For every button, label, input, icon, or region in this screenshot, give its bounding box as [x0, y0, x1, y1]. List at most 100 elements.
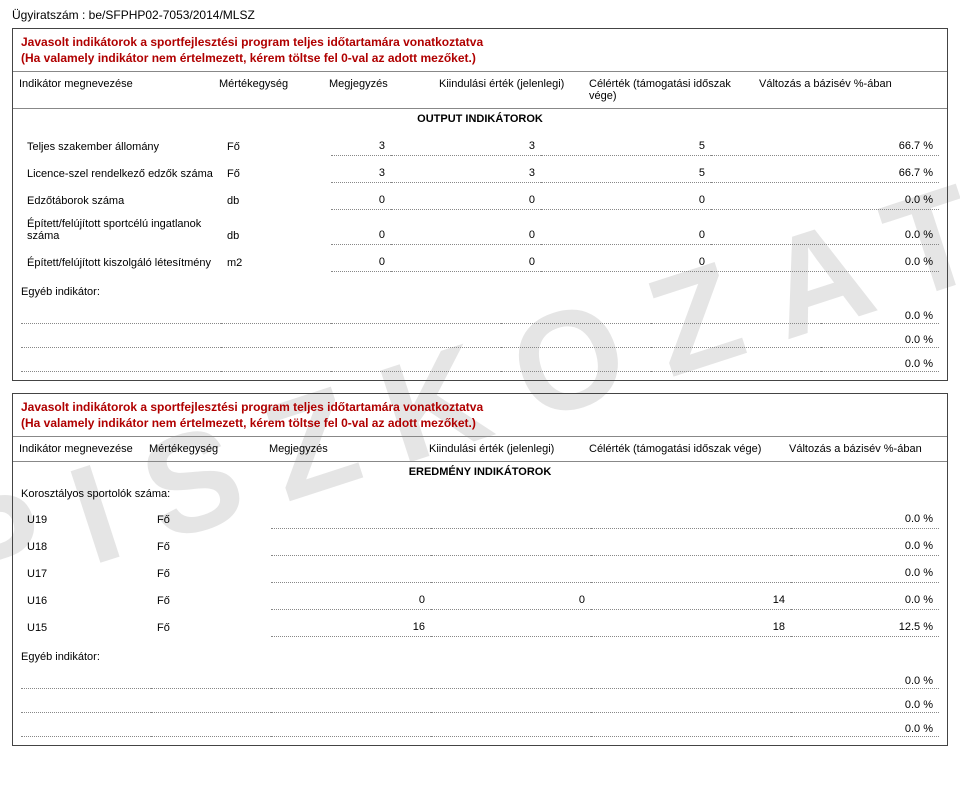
eredmeny-box: Javasolt indikátorok a sportfejlesztési … — [12, 393, 948, 746]
row-change: 0.0 % — [791, 537, 939, 556]
empty-row[interactable]: 0.0 % — [21, 358, 939, 372]
row-target[interactable]: 0 — [541, 191, 711, 210]
empty-row[interactable]: 0.0 % — [21, 723, 939, 737]
row-start[interactable]: 0 — [431, 591, 591, 610]
hdr-start: Kiindulási érték (jelenlegi) — [433, 72, 583, 108]
row-target[interactable]: 5 — [541, 137, 711, 156]
empty-row[interactable]: 0.0 % — [21, 334, 939, 348]
row-change: 0.0 % — [711, 253, 939, 272]
table-row: Licence-szel rendelkező edzők számaFő335… — [21, 156, 939, 183]
row-start[interactable] — [431, 630, 591, 637]
table-row: U17Fő 0.0 % — [21, 556, 939, 583]
row-start[interactable] — [431, 549, 591, 556]
box2-subtitle: (Ha valamely indikátor nem értelmezett, … — [13, 416, 947, 436]
row-name: U15 — [21, 619, 151, 637]
row-change: 12.5 % — [791, 618, 939, 637]
hdr2-unit: Mértékegység — [143, 437, 263, 461]
box1-header: Indikátor megnevezése Mértékegység Megje… — [13, 71, 947, 109]
box1-title: Javasolt indikátorok a sportfejlesztési … — [13, 29, 947, 51]
row-name: U16 — [21, 592, 151, 610]
hdr2-note: Megjegyzés — [263, 437, 423, 461]
row-change: 0.0 % — [791, 564, 939, 583]
row-change: 0.0 % — [791, 510, 939, 529]
row-change: 0.0 % — [711, 191, 939, 210]
table-row: Épített/felújított kiszolgáló létesítmén… — [21, 245, 939, 272]
row-target[interactable] — [591, 576, 791, 583]
row-unit: m2 — [221, 249, 331, 272]
hdr-target: Célérték (támogatási időszak vége) — [583, 72, 753, 108]
row-start[interactable]: 0 — [391, 226, 541, 245]
box2-koroszt: Korosztályos sportolók száma: — [13, 482, 947, 502]
empty-row[interactable]: 0.0 % — [21, 675, 939, 689]
row-start[interactable] — [431, 576, 591, 583]
row-unit: Fő — [151, 565, 271, 583]
hdr2-start: Kiindulási érték (jelenlegi) — [423, 437, 583, 461]
hdr2-name: Indikátor megnevezése — [13, 437, 143, 461]
row-note[interactable]: 0 — [331, 226, 391, 245]
row-change: 66.7 % — [711, 164, 939, 183]
row-change: 0.0 % — [821, 334, 939, 348]
row-change: 0.0 % — [821, 358, 939, 372]
empty-row[interactable]: 0.0 % — [21, 310, 939, 324]
row-change: 0.0 % — [821, 310, 939, 324]
row-name: U17 — [21, 565, 151, 583]
row-start[interactable]: 3 — [391, 137, 541, 156]
row-target[interactable] — [591, 522, 791, 529]
row-unit: Fő — [151, 511, 271, 529]
table-row: U19Fő 0.0 % — [21, 502, 939, 529]
row-note[interactable]: 16 — [271, 618, 431, 637]
row-start[interactable]: 0 — [391, 253, 541, 272]
row-start[interactable] — [431, 522, 591, 529]
hdr-name: Indikátor megnevezése — [13, 72, 213, 108]
hdr-change: Változás a bázisév %-ában — [753, 72, 947, 108]
row-note[interactable] — [271, 522, 431, 529]
table-row: Edzőtáborok számadb0000.0 % — [21, 183, 939, 210]
row-note[interactable]: 3 — [331, 164, 391, 183]
row-target[interactable]: 18 — [591, 618, 791, 637]
row-change: 66.7 % — [711, 137, 939, 156]
table-row: U15Fő16 1812.5 % — [21, 610, 939, 637]
row-name: Edzőtáborok száma — [21, 187, 221, 210]
row-note[interactable]: 0 — [331, 191, 391, 210]
row-unit: Fő — [151, 619, 271, 637]
hdr-unit: Mértékegység — [213, 72, 323, 108]
table-row: U18Fő 0.0 % — [21, 529, 939, 556]
row-target[interactable]: 0 — [541, 226, 711, 245]
box1-egyeb-label: Egyéb indikátor: — [13, 280, 947, 300]
row-note[interactable]: 0 — [331, 253, 391, 272]
row-note[interactable] — [271, 576, 431, 583]
table-row: Épített/felújított sportcélú ingatlanok … — [21, 210, 939, 245]
row-note[interactable]: 0 — [271, 591, 431, 610]
row-target[interactable]: 5 — [541, 164, 711, 183]
hdr2-target: Célérték (támogatási időszak vége) — [583, 437, 783, 461]
row-unit: db — [221, 222, 331, 245]
box1-section: OUTPUT INDIKÁTOROK — [13, 109, 947, 129]
row-target[interactable]: 0 — [541, 253, 711, 272]
hdr-note: Megjegyzés — [323, 72, 433, 108]
row-target[interactable] — [591, 549, 791, 556]
box2-title: Javasolt indikátorok a sportfejlesztési … — [13, 394, 947, 416]
table-row: Teljes szakember állományFő33566.7 % — [21, 129, 939, 156]
row-name: Licence-szel rendelkező edzők száma — [21, 160, 221, 183]
row-change: 0.0 % — [791, 591, 939, 610]
row-change: 0.0 % — [791, 675, 939, 689]
output-box: Javasolt indikátorok a sportfejlesztési … — [12, 28, 948, 381]
row-note[interactable] — [271, 549, 431, 556]
box2-egyeb-label: Egyéb indikátor: — [13, 645, 947, 665]
empty-row[interactable]: 0.0 % — [21, 699, 939, 713]
box2-section: EREDMÉNY INDIKÁTOROK — [13, 462, 947, 482]
row-unit: Fő — [151, 538, 271, 556]
row-start[interactable]: 3 — [391, 164, 541, 183]
row-unit: db — [221, 187, 331, 210]
row-unit: Fő — [151, 592, 271, 610]
row-name: U18 — [21, 538, 151, 556]
row-change: 0.0 % — [711, 226, 939, 245]
row-note[interactable]: 3 — [331, 137, 391, 156]
row-change: 0.0 % — [791, 723, 939, 737]
row-target[interactable]: 14 — [591, 591, 791, 610]
row-name: U19 — [21, 511, 151, 529]
row-start[interactable]: 0 — [391, 191, 541, 210]
table-row: U16Fő00140.0 % — [21, 583, 939, 610]
row-unit: Fő — [221, 133, 331, 156]
row-change: 0.0 % — [791, 699, 939, 713]
